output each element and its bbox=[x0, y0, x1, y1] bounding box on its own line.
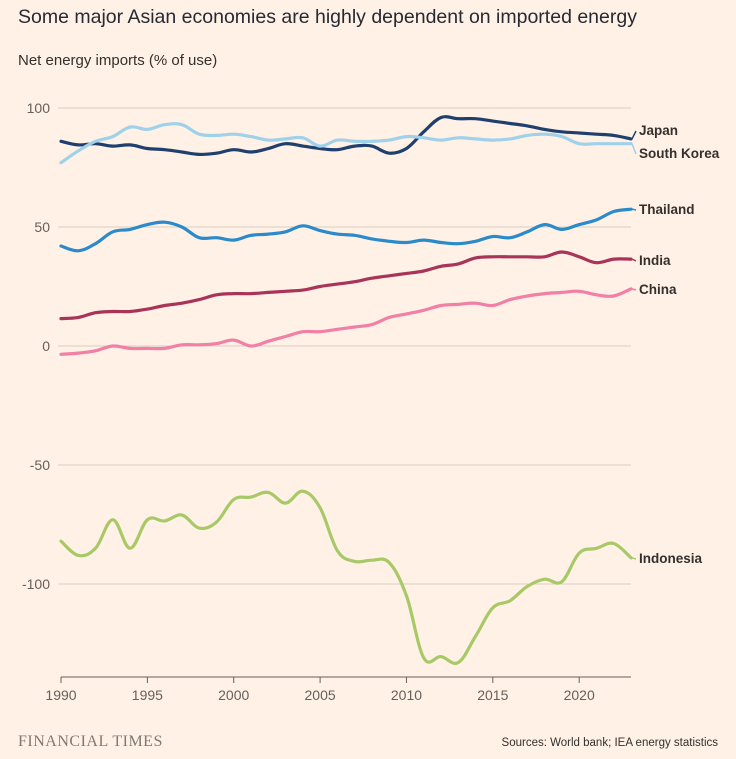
y-tick-label: 100 bbox=[27, 100, 51, 116]
series-labels: Japan South Korea Thailand India China Indone… bbox=[631, 123, 720, 566]
series-label-china: China bbox=[639, 282, 677, 297]
series-line-thailand bbox=[59, 207, 633, 253]
series-connector-china bbox=[631, 288, 637, 291]
x-tick-label: 2020 bbox=[564, 687, 595, 703]
x-tick-label: 1995 bbox=[132, 687, 163, 703]
series-line-japan bbox=[59, 115, 633, 157]
x-tick-label: 2005 bbox=[305, 687, 336, 703]
x-tick-label: 2015 bbox=[477, 687, 508, 703]
series-connector-thailand bbox=[631, 208, 637, 211]
gridlines bbox=[58, 107, 631, 585]
series-connector-india bbox=[631, 258, 637, 262]
y-tick-label: 50 bbox=[34, 219, 50, 235]
series-label-indonesia: Indonesia bbox=[639, 551, 703, 566]
y-tick-label: -100 bbox=[22, 576, 50, 592]
series-line-south-korea bbox=[59, 122, 633, 165]
source-note: Sources: World bank; IEA energy statisti… bbox=[501, 737, 718, 749]
y-tick-label: 0 bbox=[42, 338, 50, 354]
series-line-indonesia bbox=[59, 489, 633, 665]
series-label-south-korea: South Korea bbox=[639, 146, 720, 161]
series-line-china bbox=[59, 287, 633, 356]
series-lines bbox=[59, 115, 633, 665]
chart-title: Some major Asian economies are highly de… bbox=[18, 6, 637, 28]
x-tick-label: 1990 bbox=[45, 687, 76, 703]
chart-subtitle: Net energy imports (% of use) bbox=[18, 52, 218, 69]
series-label-japan: Japan bbox=[639, 123, 678, 138]
y-tick-label: -50 bbox=[30, 457, 50, 473]
series-line-india bbox=[59, 250, 633, 321]
series-connector-south-korea bbox=[631, 143, 637, 155]
axes: 100 50 0 -50 -100 1990 1995 2000 2005 2010 2015 202… bbox=[22, 100, 631, 703]
series-connector-japan bbox=[631, 130, 637, 140]
series-connector-indonesia bbox=[631, 557, 637, 560]
series-label-thailand: Thailand bbox=[639, 202, 695, 217]
financial-times-logo: FINANCIAL TIMES bbox=[18, 733, 163, 750]
x-tick-label: 2000 bbox=[218, 687, 249, 703]
x-tick-label: 2010 bbox=[391, 687, 422, 703]
series-label-india: India bbox=[639, 253, 671, 268]
